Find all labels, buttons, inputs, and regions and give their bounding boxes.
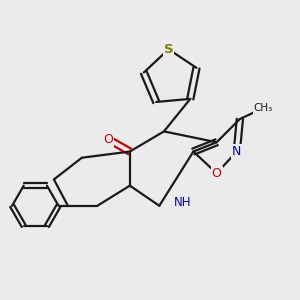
Text: O: O	[103, 133, 113, 146]
Text: NH: NH	[174, 196, 191, 209]
Text: S: S	[164, 43, 173, 56]
Text: N: N	[232, 145, 242, 158]
Text: CH₃: CH₃	[254, 103, 273, 113]
Text: O: O	[212, 167, 222, 180]
